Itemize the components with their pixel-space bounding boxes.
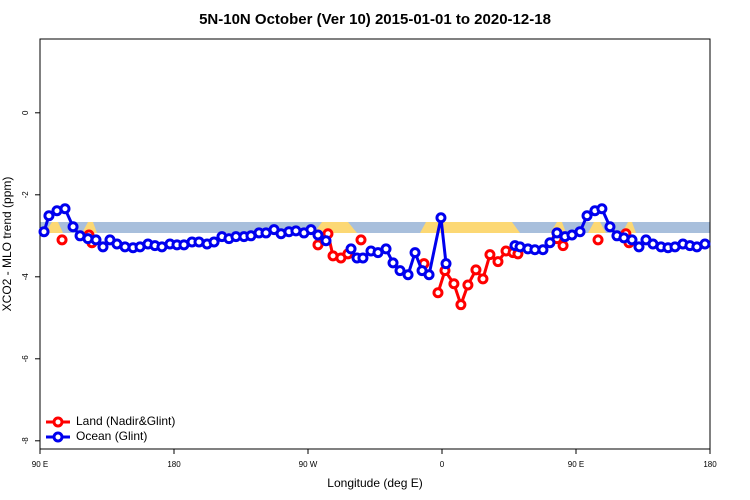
data-point xyxy=(596,203,608,215)
y-tick-label: 0 xyxy=(21,110,30,115)
data-point xyxy=(462,279,474,291)
legend-label: Land (Nadir&Glint) xyxy=(76,414,175,428)
data-point xyxy=(409,247,421,259)
data-point xyxy=(432,287,444,299)
data-point xyxy=(544,237,556,249)
data-point xyxy=(455,299,467,311)
data-point xyxy=(626,234,638,246)
x-tick-label: 90 W xyxy=(299,460,318,469)
data-point xyxy=(320,235,332,247)
data-point xyxy=(312,239,324,251)
data-point xyxy=(492,256,504,268)
data-point xyxy=(208,236,220,248)
data-point xyxy=(470,264,482,276)
data-point xyxy=(557,240,569,252)
data-point xyxy=(380,243,392,255)
data-point xyxy=(537,244,549,256)
y-tick-label: -8 xyxy=(21,437,30,445)
legend-label: Ocean (Glint) xyxy=(76,429,147,443)
legend-marker xyxy=(52,431,64,443)
data-point xyxy=(305,224,317,236)
x-tick-label: 0 xyxy=(440,460,445,469)
land-band xyxy=(82,222,97,233)
data-point xyxy=(633,241,645,253)
land-band xyxy=(420,222,520,233)
x-tick-label: 180 xyxy=(703,460,717,469)
data-point xyxy=(477,273,489,285)
data-point xyxy=(357,252,369,264)
data-point xyxy=(67,221,79,233)
data-point xyxy=(43,210,55,222)
land-band xyxy=(588,222,606,233)
y-tick-label: -4 xyxy=(21,273,30,281)
data-point xyxy=(440,258,452,270)
data-point xyxy=(402,269,414,281)
data-point xyxy=(484,249,496,261)
data-point xyxy=(448,278,460,290)
ocean-band xyxy=(40,222,710,233)
y-axis-label: XCO2 - MLO trend (ppm) xyxy=(0,177,14,312)
x-tick-label: 90 E xyxy=(32,460,48,469)
x-tick-label: 180 xyxy=(167,460,181,469)
data-point xyxy=(574,226,586,238)
data-point xyxy=(59,203,71,215)
data-point xyxy=(423,269,435,281)
data-point xyxy=(604,221,616,233)
data-point xyxy=(56,234,68,246)
data-point xyxy=(355,234,367,246)
data-point xyxy=(312,229,324,241)
y-tick-label: -2 xyxy=(21,191,30,199)
data-point xyxy=(97,241,109,253)
data-point xyxy=(435,212,447,224)
data-point xyxy=(592,234,604,246)
x-tick-label: 90 E xyxy=(568,460,584,469)
data-point xyxy=(90,234,102,246)
data-point xyxy=(38,226,50,238)
chart-title: 5N-10N October (Ver 10) 2015-01-01 to 20… xyxy=(199,11,551,28)
data-point xyxy=(345,243,357,255)
legend-marker xyxy=(52,416,64,428)
series xyxy=(38,203,711,281)
data-point xyxy=(394,265,406,277)
y-tick-label: -6 xyxy=(21,355,30,363)
data-point xyxy=(387,257,399,269)
data-point xyxy=(699,238,711,250)
x-axis-label: Longitude (deg E) xyxy=(327,476,422,490)
land-band xyxy=(45,222,63,233)
data-point xyxy=(581,210,593,222)
